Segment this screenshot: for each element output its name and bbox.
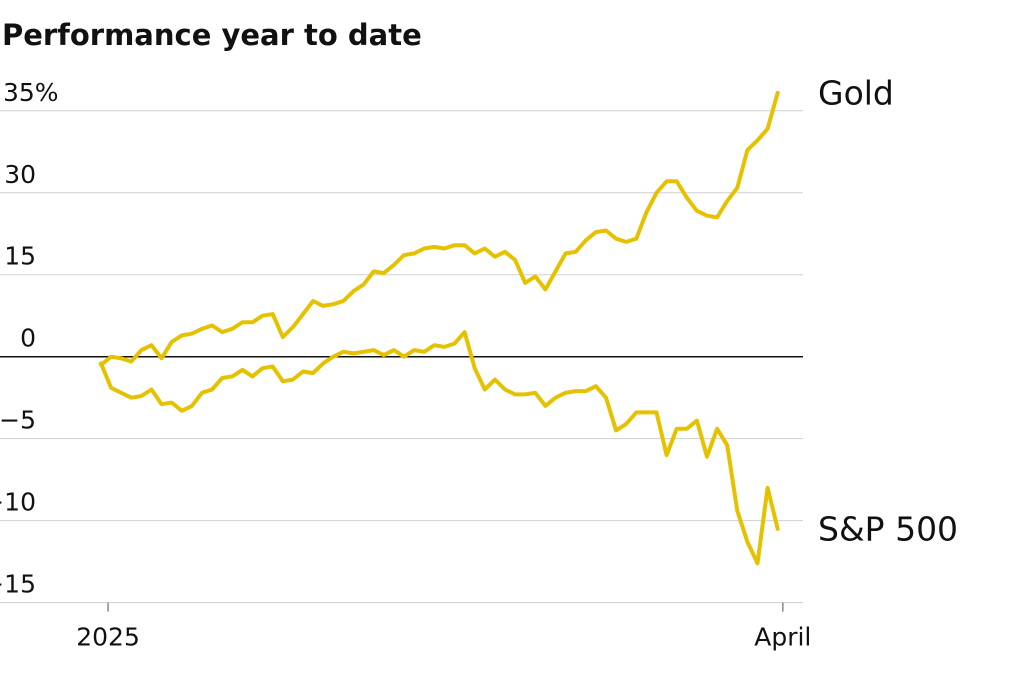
chart-title: Performance year to date [2,18,422,52]
series-label: S&P 500 [818,509,958,548]
y-tick-label: −5 [0,406,36,435]
series-line [99,330,780,566]
y-tick-label: 30 [4,160,36,189]
y-tick-label: −10 [0,488,36,517]
x-tick-label: April [754,623,811,652]
y-tick-label: −15 [0,570,36,599]
x-tick-label: 2025 [76,623,140,652]
series-line [99,90,780,367]
y-tick-label: 0 [20,324,36,353]
y-tick-label: 15 [4,242,36,271]
y-tick-label: 35% [3,78,59,107]
series-label: Gold [818,73,894,112]
